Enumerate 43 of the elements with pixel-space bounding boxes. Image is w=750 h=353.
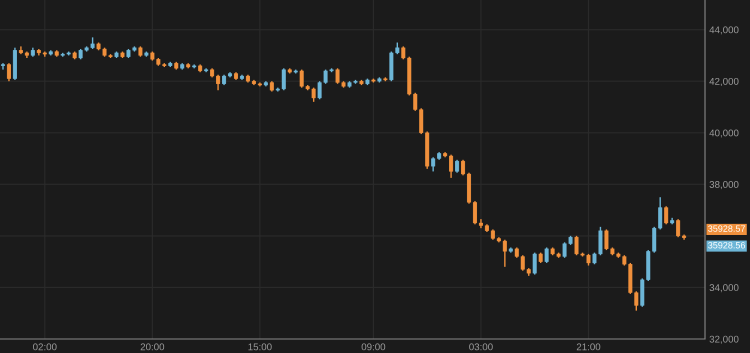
candlestick	[586, 253, 590, 266]
y-tick-label: 32,000	[710, 336, 739, 344]
candlestick	[544, 246, 549, 264]
candlestick	[210, 68, 214, 78]
candlestick	[562, 242, 567, 258]
text: 35928.56	[708, 242, 746, 248]
candlestick	[490, 228, 495, 240]
candlestick	[336, 68, 340, 84]
candlestick	[455, 159, 460, 174]
x-tick-label: 09:00	[362, 343, 386, 350]
x-tick-label: 03:00	[469, 343, 493, 350]
candlestick	[664, 206, 668, 225]
candlestick	[138, 46, 142, 58]
candlestick	[538, 252, 543, 264]
candlestick	[102, 46, 107, 58]
candlestick	[532, 252, 537, 276]
candlestick	[574, 235, 579, 256]
y-tick-label: 42,000	[709, 78, 739, 86]
candlestick	[598, 226, 602, 256]
x-tick-label: 20:00	[140, 343, 164, 350]
candlestick	[568, 235, 573, 246]
x-tick-label: 02:00	[33, 343, 57, 350]
x-tick-label: 21:00	[576, 343, 600, 350]
candlestick	[30, 46, 35, 58]
candlestick	[461, 159, 466, 176]
candlestick	[216, 74, 220, 91]
x-tick-label: 15:00	[248, 343, 272, 350]
candlestick	[270, 80, 274, 92]
candlestick	[592, 252, 596, 265]
y-tick-label: 38,000	[710, 181, 739, 190]
candlestick	[126, 48, 130, 59]
candlestick	[478, 218, 483, 229]
candlestick	[472, 200, 477, 225]
y-tick-label: 34,000	[710, 284, 739, 292]
y-tick-label: 40,000	[709, 130, 739, 138]
candlestick	[604, 228, 608, 251]
candlestick	[676, 218, 680, 238]
candlestick	[449, 154, 454, 179]
y-tick-label: 44,000	[709, 26, 739, 34]
candlestick	[6, 62, 11, 82]
candlestick	[90, 36, 95, 50]
candlestick	[222, 74, 226, 86]
text: 35928.57	[708, 225, 745, 232]
